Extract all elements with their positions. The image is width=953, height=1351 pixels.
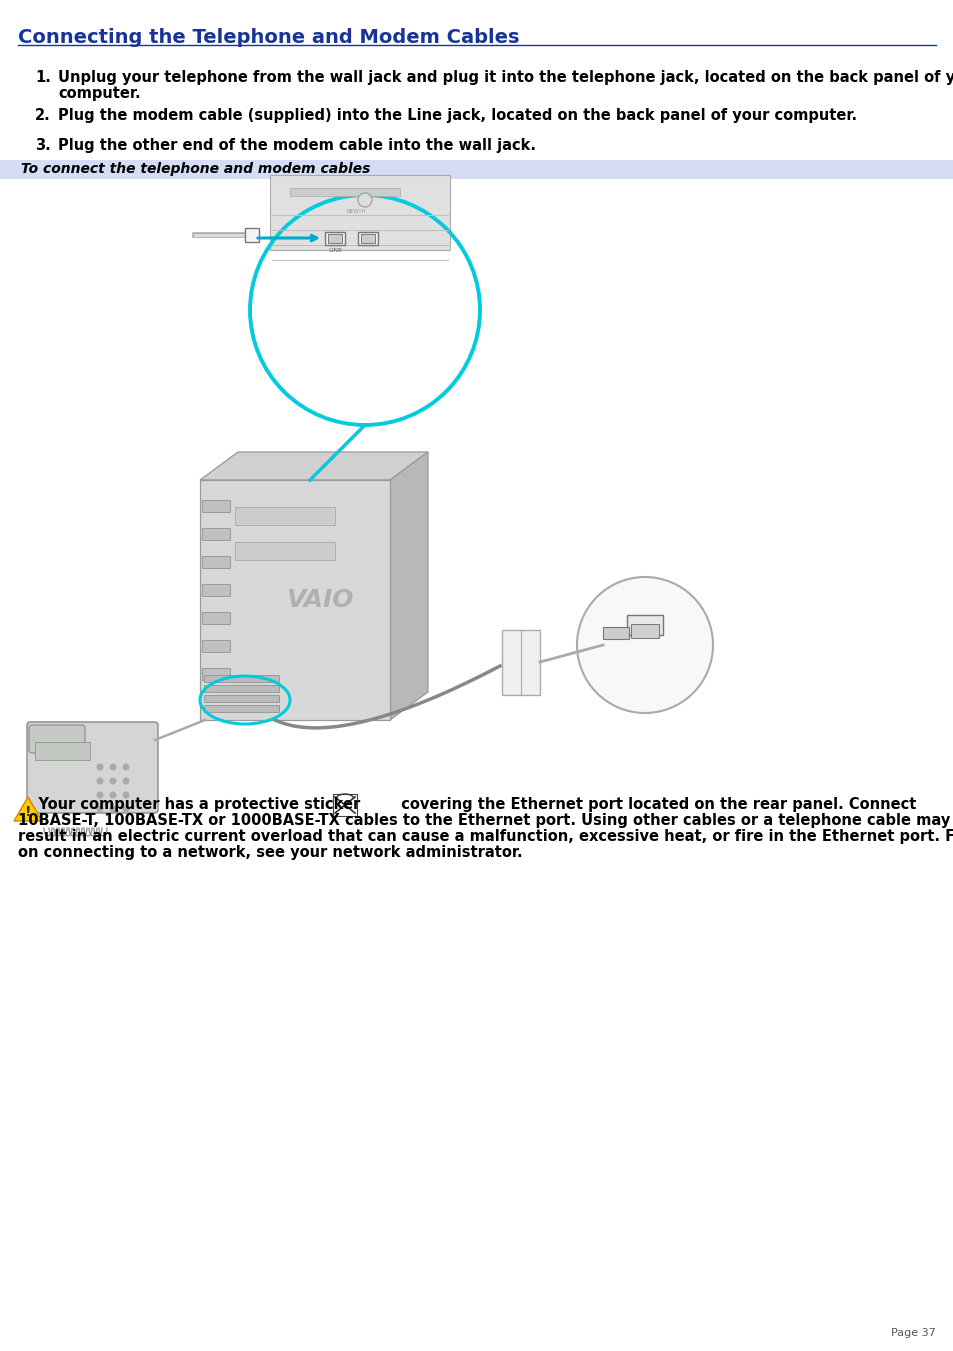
Bar (245, 228, 258, 242)
Circle shape (577, 577, 712, 713)
Text: 2.: 2. (35, 108, 51, 123)
Circle shape (122, 792, 130, 798)
Bar (204, 705, 278, 712)
Circle shape (96, 805, 103, 812)
Bar (290, 188, 399, 196)
Circle shape (96, 777, 103, 785)
Text: Plug the modem cable (supplied) into the Line jack, located on the back panel of: Plug the modem cable (supplied) into the… (58, 108, 856, 123)
Circle shape (110, 792, 116, 798)
Bar (0, 159, 953, 178)
Bar (328, 234, 341, 243)
Text: 3.: 3. (35, 138, 51, 153)
Bar (202, 557, 230, 567)
Circle shape (96, 763, 103, 770)
Text: 1.: 1. (35, 70, 51, 85)
Bar (630, 624, 659, 638)
Bar (626, 615, 662, 635)
Bar (501, 630, 539, 694)
Bar (202, 667, 230, 680)
Polygon shape (200, 453, 428, 480)
Bar (35, 742, 90, 761)
Text: VAIO: VAIO (286, 588, 354, 612)
Bar (202, 584, 230, 596)
Bar (602, 627, 628, 639)
Bar (200, 480, 390, 720)
Text: on connecting to a network, see your network administrator.: on connecting to a network, see your net… (18, 844, 522, 861)
Text: Connecting the Telephone and Modem Cables: Connecting the Telephone and Modem Cable… (18, 28, 519, 47)
Bar (357, 232, 377, 245)
FancyBboxPatch shape (27, 721, 158, 813)
Circle shape (122, 805, 130, 812)
Text: LINE: LINE (328, 249, 341, 253)
Circle shape (110, 805, 116, 812)
Polygon shape (390, 453, 428, 720)
Circle shape (357, 193, 372, 207)
Bar (360, 234, 375, 243)
Text: result in an electric current overload that can cause a malfunction, excessive h: result in an electric current overload t… (18, 830, 953, 844)
Bar (204, 694, 278, 703)
Bar (333, 794, 356, 816)
Circle shape (96, 792, 103, 798)
Circle shape (110, 763, 116, 770)
Text: computer.: computer. (58, 86, 140, 101)
Circle shape (122, 777, 130, 785)
Bar (202, 500, 230, 512)
Circle shape (122, 763, 130, 770)
Text: !: ! (25, 805, 31, 819)
Text: To connect the telephone and modem cables: To connect the telephone and modem cable… (16, 162, 370, 176)
Bar (204, 685, 278, 692)
Bar (204, 676, 278, 682)
Bar (202, 528, 230, 540)
Bar (234, 507, 335, 526)
Text: Page 37: Page 37 (890, 1328, 935, 1337)
Bar (325, 232, 345, 245)
Polygon shape (14, 797, 42, 821)
Bar (270, 176, 450, 250)
Text: Unplug your telephone from the wall jack and plug it into the telephone jack, lo: Unplug your telephone from the wall jack… (58, 70, 953, 85)
Text: 10BASE-T, 100BASE-TX or 1000BASE-TX cables to the Ethernet port. Using other cab: 10BASE-T, 100BASE-TX or 1000BASE-TX cabl… (18, 813, 949, 828)
Bar (202, 640, 230, 653)
Bar (202, 612, 230, 624)
FancyBboxPatch shape (29, 725, 85, 753)
Text: Your computer has a protective sticker        covering the Ethernet port located: Your computer has a protective sticker c… (18, 797, 916, 812)
Circle shape (110, 777, 116, 785)
Text: Plug the other end of the modem cable into the wall jack.: Plug the other end of the modem cable in… (58, 138, 536, 153)
Bar (234, 542, 335, 561)
Text: NEWTH: NEWTH (347, 209, 366, 213)
